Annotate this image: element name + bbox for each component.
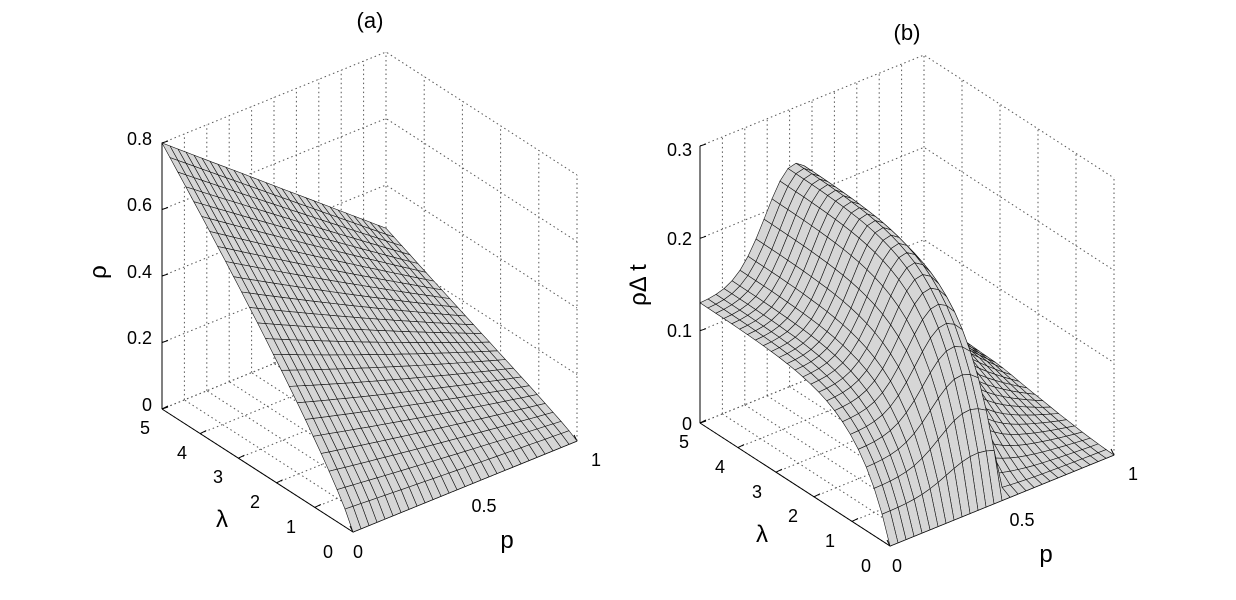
z-tick-label: 0.2 bbox=[127, 328, 152, 348]
gridline bbox=[722, 413, 913, 538]
z-tick bbox=[161, 207, 169, 210]
z-tick-label: 0 bbox=[682, 414, 692, 434]
y-axis bbox=[699, 422, 891, 547]
z-tick bbox=[699, 235, 707, 239]
panel-label-a: (a) bbox=[357, 8, 384, 33]
z-axis-title-b: ρΔ t bbox=[625, 264, 652, 306]
gridline bbox=[206, 390, 399, 515]
gridline bbox=[699, 146, 1115, 271]
panel-label-b: (b) bbox=[894, 20, 921, 45]
z-tick-label: 0.3 bbox=[667, 140, 692, 160]
y-tick-label: 2 bbox=[788, 506, 798, 526]
y-tick-label: 4 bbox=[177, 443, 187, 463]
y-tick bbox=[238, 454, 245, 459]
y-axis bbox=[161, 408, 354, 533]
x-tick-label: 0 bbox=[892, 556, 902, 576]
x-tick-label: 1 bbox=[1128, 464, 1138, 484]
z-ticks-b: 0 0.1 0.2 0.3 bbox=[667, 140, 692, 434]
z-tick bbox=[699, 328, 707, 332]
y-tick-label: 5 bbox=[679, 432, 689, 452]
z-tick bbox=[161, 273, 169, 277]
z-tick-label: 0.1 bbox=[667, 321, 692, 341]
y-axis-title-a: λ bbox=[216, 506, 228, 533]
x-tick-label: 1 bbox=[591, 450, 601, 470]
y-tick-label: 3 bbox=[213, 467, 223, 487]
x-ticks-b: 0 0.5 1 bbox=[892, 464, 1138, 576]
y-tick-label: 5 bbox=[140, 418, 150, 438]
y-tick bbox=[276, 479, 283, 484]
gridline bbox=[744, 404, 936, 529]
surface-patch bbox=[344, 505, 362, 533]
z-tick-label: 0 bbox=[142, 395, 152, 415]
gridline bbox=[699, 239, 1115, 364]
surface-plot-a: (a) 0 0.2 0.4 0.6 0.8 0 1 2 3 4 5 0 0.5 … bbox=[85, 8, 601, 562]
z-tick-label: 0.4 bbox=[127, 262, 152, 282]
y-tick bbox=[813, 493, 821, 498]
y-tick bbox=[314, 503, 322, 508]
x-tick-label: 0 bbox=[353, 542, 363, 562]
y-tick bbox=[199, 430, 207, 435]
y-tick bbox=[851, 517, 859, 522]
x-tick bbox=[1110, 448, 1115, 456]
z-tick-label: 0.2 bbox=[667, 229, 692, 249]
x-ticks-a: 0 0.5 1 bbox=[353, 450, 601, 562]
z-axis-title-a: ρ bbox=[85, 265, 112, 279]
y-tick bbox=[699, 419, 707, 424]
surface-a bbox=[161, 142, 578, 533]
x-axis-title-a: p bbox=[500, 527, 513, 554]
z-tick-label: 0.8 bbox=[127, 129, 152, 149]
gridline bbox=[161, 51, 578, 176]
y-tick-label: 0 bbox=[861, 556, 871, 576]
y-tick-label: 3 bbox=[752, 482, 762, 502]
z-tick bbox=[161, 340, 169, 343]
y-tick bbox=[737, 444, 745, 449]
x-axis-title-b: p bbox=[1039, 541, 1052, 568]
surface-plot-b: (b) 0 0.1 0.2 0.3 0 1 2 3 4 5 0 0.5 1 ρΔ… bbox=[625, 20, 1138, 576]
y-tick-label: 2 bbox=[250, 492, 260, 512]
gridline bbox=[699, 54, 1115, 179]
y-ticks-b: 0 1 2 3 4 5 bbox=[679, 432, 871, 576]
x-tick-label: 0.5 bbox=[1009, 510, 1034, 530]
z-tick-label: 0.6 bbox=[127, 195, 152, 215]
y-tick-label: 4 bbox=[715, 457, 725, 477]
surface-patch bbox=[881, 510, 899, 547]
z-ticks-a: 0 0.2 0.4 0.6 0.8 bbox=[127, 129, 152, 415]
y-tick-label: 0 bbox=[323, 542, 333, 562]
y-tick-label: 1 bbox=[825, 531, 835, 551]
y-tick bbox=[161, 405, 169, 410]
z-tick bbox=[699, 143, 707, 147]
y-tick bbox=[775, 468, 783, 473]
y-ticks-a: 0 1 2 3 4 5 bbox=[140, 418, 333, 562]
y-tick-label: 1 bbox=[286, 517, 296, 537]
x-tick-label: 0.5 bbox=[471, 496, 496, 516]
surface-b bbox=[699, 162, 1115, 547]
gridline bbox=[184, 399, 376, 524]
y-axis-title-b: λ bbox=[756, 521, 768, 548]
z-tick bbox=[161, 140, 169, 144]
